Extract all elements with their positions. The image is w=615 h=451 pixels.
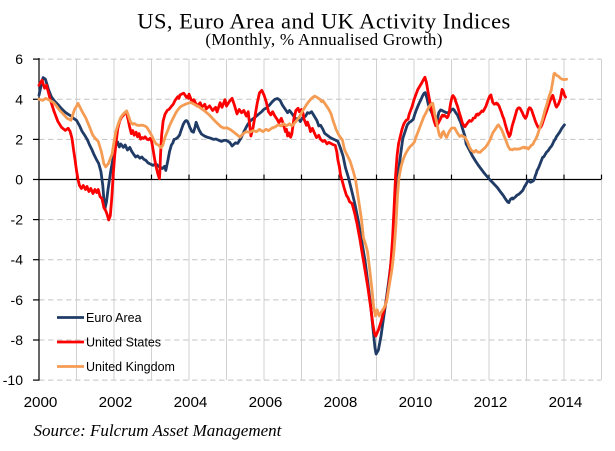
svg-text:Source: Fulcrum Asset Manageme: Source: Fulcrum Asset Management	[34, 421, 283, 440]
svg-text:Euro Area: Euro Area	[86, 311, 142, 325]
svg-text:-8: -8	[11, 332, 24, 348]
svg-text:2000: 2000	[24, 394, 58, 411]
svg-text:-6: -6	[11, 292, 24, 308]
svg-text:2008: 2008	[324, 394, 358, 411]
svg-text:-4: -4	[11, 252, 24, 268]
svg-text:4: 4	[15, 91, 23, 107]
svg-text:-2: -2	[11, 212, 24, 228]
svg-text:US, Euro Area and UK Activity: US, Euro Area and UK Activity Indices	[137, 9, 510, 34]
svg-text:2014: 2014	[549, 394, 583, 411]
svg-text:(Monthly, % Annualised Growth): (Monthly, % Annualised Growth)	[205, 30, 442, 49]
svg-text:United States: United States	[86, 336, 161, 350]
svg-text:0: 0	[15, 172, 23, 188]
svg-text:2006: 2006	[249, 394, 283, 411]
svg-text:2012: 2012	[474, 394, 508, 411]
svg-text:2004: 2004	[174, 394, 208, 411]
svg-text:-10: -10	[3, 372, 23, 388]
svg-text:6: 6	[15, 51, 23, 67]
svg-text:2002: 2002	[99, 394, 133, 411]
svg-text:United Kingdom: United Kingdom	[86, 360, 175, 374]
svg-text:2: 2	[15, 131, 23, 147]
svg-text:2010: 2010	[399, 394, 433, 411]
